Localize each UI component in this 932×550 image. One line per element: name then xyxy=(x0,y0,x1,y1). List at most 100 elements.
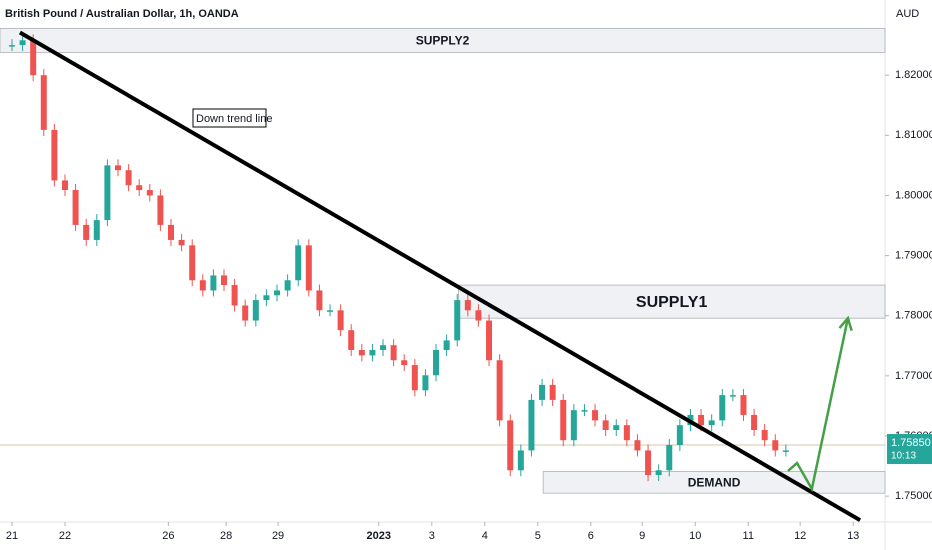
trend-label: Down trend line xyxy=(196,113,272,125)
candle-body xyxy=(422,375,429,391)
candle-body xyxy=(199,280,206,291)
x-tick-label: 6 xyxy=(588,530,594,542)
candle-body xyxy=(125,170,132,186)
candle-body xyxy=(263,295,270,301)
candle-body xyxy=(613,425,620,430)
y-tick-label: 1.77000 xyxy=(895,370,932,382)
candle-body xyxy=(539,384,546,400)
candle-body xyxy=(40,75,47,130)
candle-body xyxy=(30,40,37,76)
candle-body xyxy=(433,350,440,376)
zone-label: DEMAND xyxy=(688,475,741,489)
candle-body xyxy=(231,285,238,306)
x-tick-label: 4 xyxy=(482,530,488,542)
candle-body xyxy=(369,350,376,356)
candle-body xyxy=(581,410,588,412)
y-tick-label: 1.81000 xyxy=(895,129,932,141)
trend-label-box xyxy=(192,108,267,128)
candle-body xyxy=(517,450,524,471)
candle-body xyxy=(337,310,344,331)
candle-body xyxy=(390,345,397,361)
candle-body xyxy=(305,245,312,291)
candle-body xyxy=(719,395,726,421)
x-tick-label: 2023 xyxy=(367,530,391,542)
candle-body xyxy=(167,224,174,240)
trend-line xyxy=(18,30,862,522)
candle-body xyxy=(242,305,249,321)
candle-body xyxy=(19,40,26,46)
zone xyxy=(0,27,886,53)
candle-body xyxy=(114,165,121,171)
candle-body xyxy=(51,129,58,181)
x-tick-label: 13 xyxy=(847,530,859,542)
x-tick-label: 28 xyxy=(220,530,232,542)
candle-body xyxy=(104,165,111,221)
x-tick-label: 21 xyxy=(6,530,18,542)
candle-body xyxy=(316,290,323,311)
candle-body xyxy=(157,195,164,225)
candle-body xyxy=(634,440,641,451)
candle-body xyxy=(327,310,334,312)
x-tick-label: 9 xyxy=(639,530,645,542)
chart-title: British Pound / Australian Dollar, 1h, O… xyxy=(5,8,239,20)
candle-body xyxy=(496,360,503,421)
candle-body xyxy=(740,395,747,415)
x-tick-label: 12 xyxy=(794,530,806,542)
x-tick-label: 29 xyxy=(272,530,284,542)
candle-body xyxy=(698,414,705,426)
candle-body xyxy=(454,300,461,341)
zone-label: SUPPLY2 xyxy=(416,33,470,47)
candle-body xyxy=(93,220,100,240)
candle-body xyxy=(475,310,482,321)
x-tick-label: 22 xyxy=(59,530,71,542)
y-tick-label: 1.78000 xyxy=(895,310,932,322)
candle-body xyxy=(602,420,609,430)
projection xyxy=(787,317,850,493)
candle-body xyxy=(592,410,599,421)
candle-body xyxy=(8,45,15,47)
candle-body xyxy=(570,410,577,441)
candle-body xyxy=(645,450,652,476)
y-tick-label: 1.75000 xyxy=(895,490,932,502)
candle-body xyxy=(507,420,514,471)
candle-body xyxy=(210,275,217,291)
x-tick-label: 10 xyxy=(689,530,701,542)
candle-body xyxy=(549,384,556,400)
candle-body xyxy=(729,395,736,397)
candle-body xyxy=(252,300,259,321)
candle-body xyxy=(411,365,418,391)
zone-label: SUPPLY1 xyxy=(636,294,708,311)
candle-body xyxy=(655,470,662,476)
countdown: 10:13 xyxy=(891,451,916,462)
x-tick-label: 26 xyxy=(162,530,174,542)
candle-body xyxy=(528,399,535,451)
currency-label: AUD xyxy=(896,8,919,20)
price-label-box xyxy=(887,434,932,465)
candle-body xyxy=(676,425,683,446)
candle-body xyxy=(443,340,450,351)
candle-body xyxy=(221,275,228,286)
y-tick-label: 1.80000 xyxy=(895,189,932,201)
price-label: 1.75850 xyxy=(891,437,931,449)
x-tick-label: 3 xyxy=(429,530,435,542)
candle-body xyxy=(136,185,143,191)
candle-body xyxy=(486,320,493,361)
candle-body xyxy=(178,239,185,246)
candle-body xyxy=(348,330,355,351)
candle-body xyxy=(560,399,567,441)
candle-body xyxy=(782,450,789,452)
zone xyxy=(542,471,886,494)
candle-body xyxy=(146,190,153,196)
x-tick-label: 5 xyxy=(535,530,541,542)
candle-body xyxy=(358,350,365,356)
candle-body xyxy=(751,414,758,430)
candle-body xyxy=(295,245,302,281)
candle-body xyxy=(623,425,630,441)
candle-body xyxy=(274,290,281,296)
candle-body xyxy=(380,345,387,351)
candle-body xyxy=(666,445,673,471)
candle-body xyxy=(61,180,68,191)
y-tick-label: 1.79000 xyxy=(895,249,932,261)
